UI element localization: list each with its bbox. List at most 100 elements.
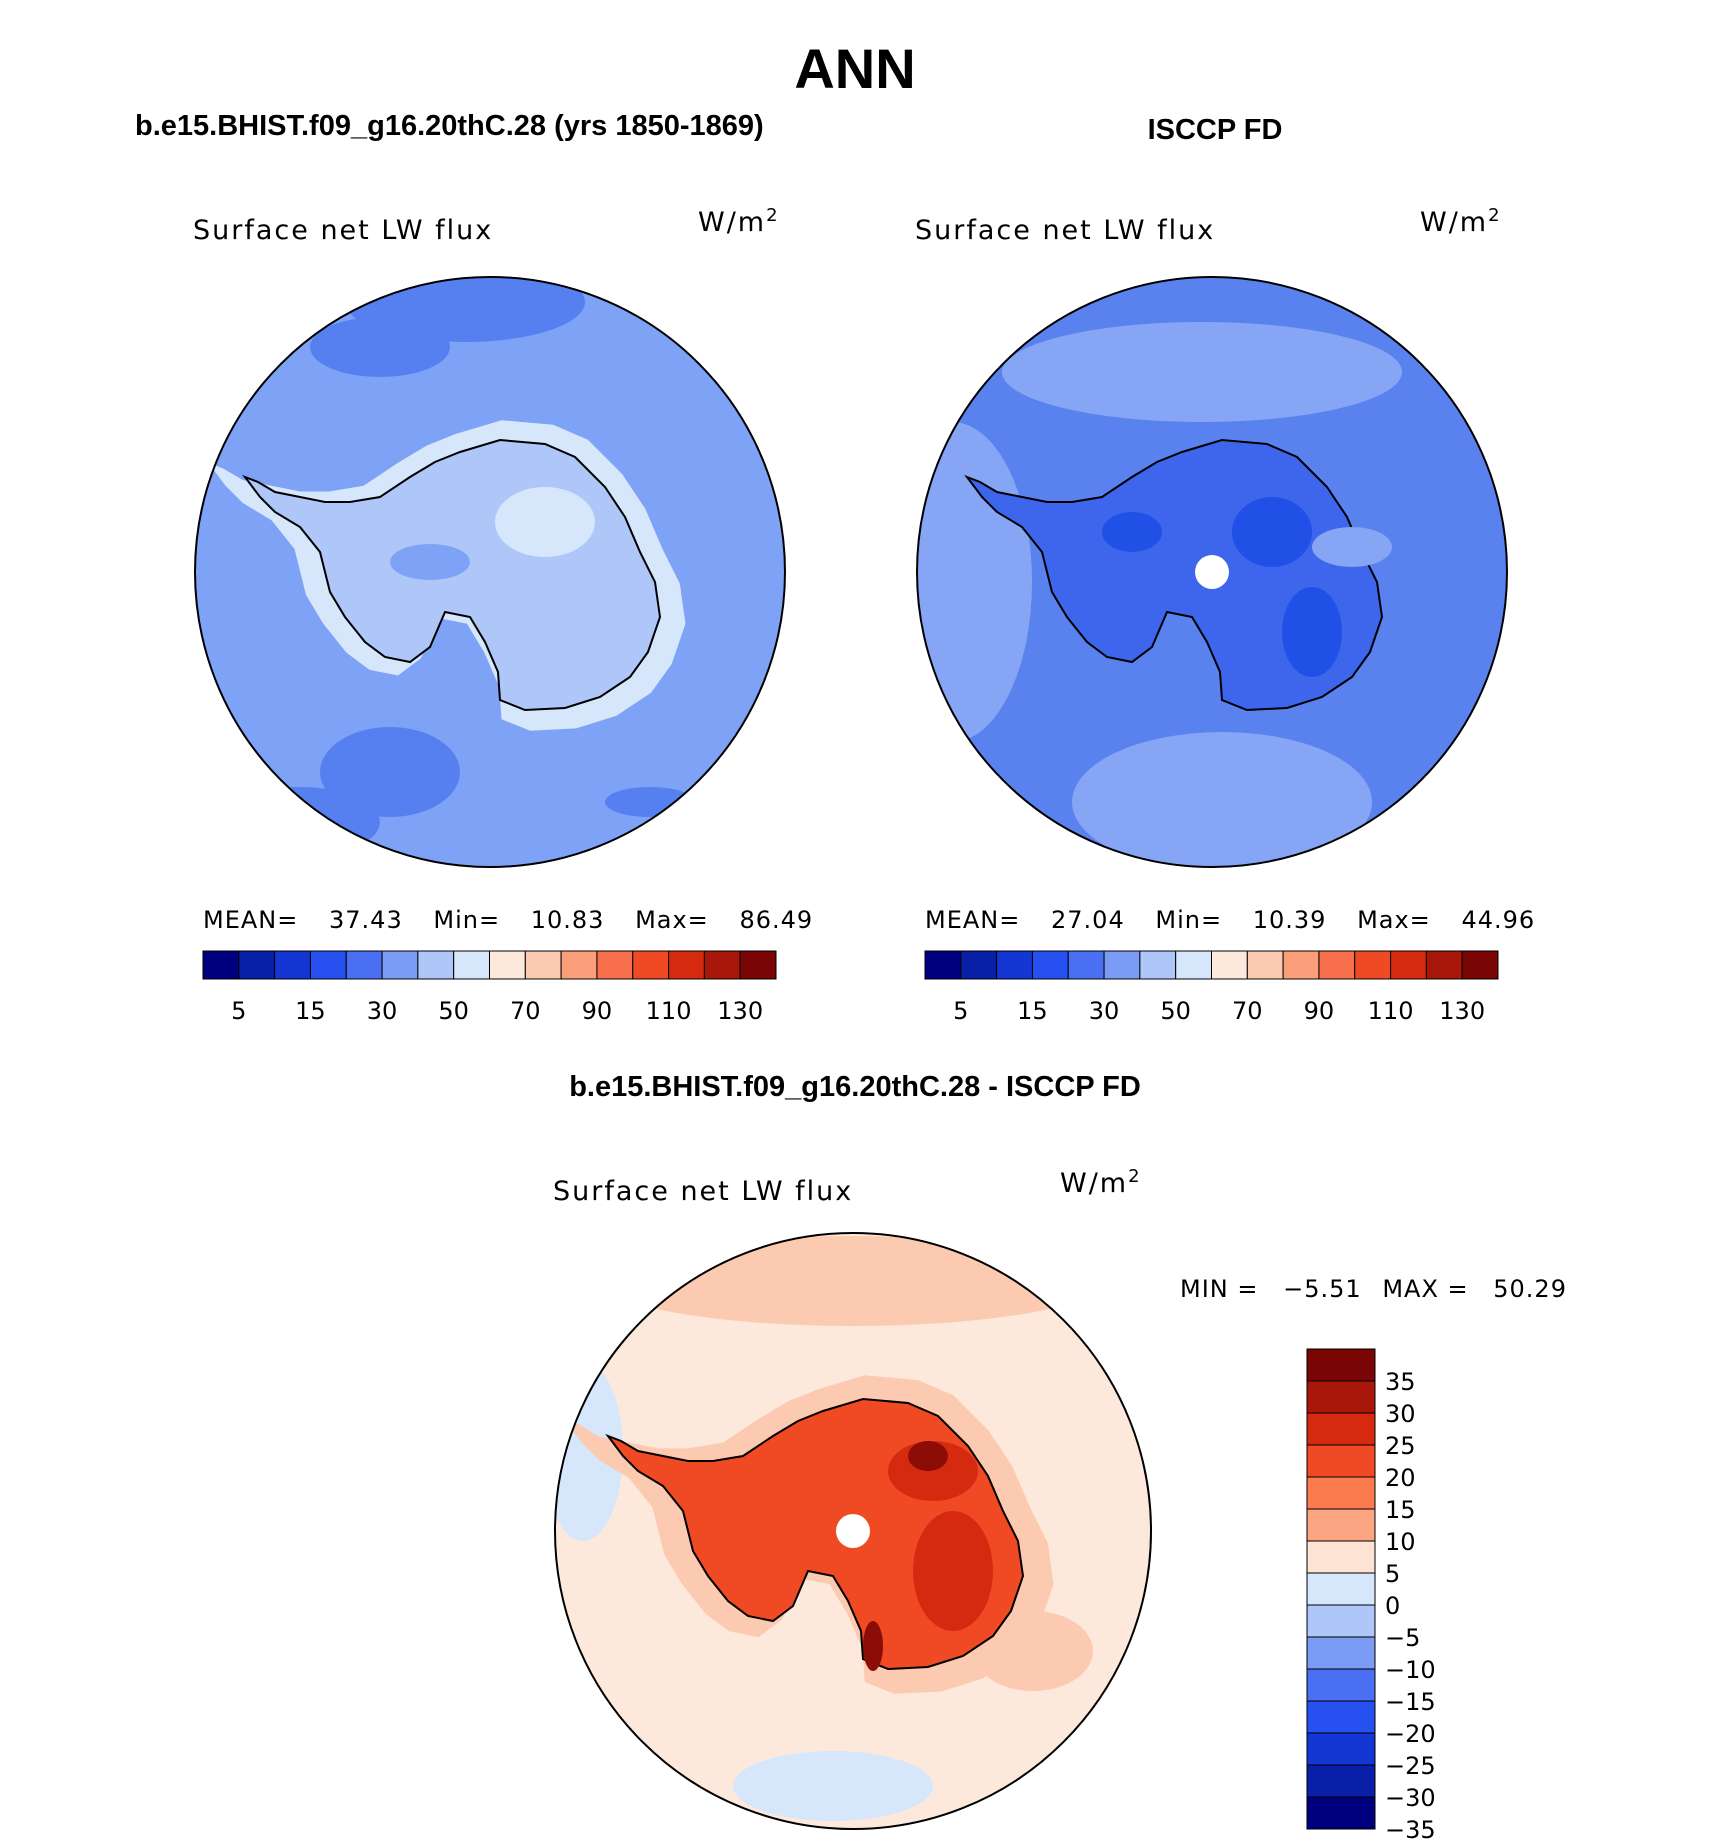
colorbar-swatch (1354, 950, 1392, 980)
diff-region (603, 1236, 1103, 1326)
colorbar-swatch (1306, 1636, 1376, 1670)
colorbar-swatch (996, 950, 1033, 980)
colorbar-swatch (668, 950, 705, 980)
page-title: ANN (794, 37, 916, 100)
colorbar-tick-label: −10 (1385, 1656, 1436, 1684)
colorbar-tick-label: 90 (582, 997, 613, 1025)
model-flux-region (390, 544, 470, 580)
colorbar-swatch (1306, 1668, 1376, 1702)
obs-colorbar: 5 15 30 50 70 90 110 130 (924, 950, 1499, 1025)
obs-units-label: W/m2 (1420, 205, 1502, 238)
colorbar-tick-label: 30 (1385, 1400, 1416, 1428)
colorbar-swatch (1306, 1796, 1376, 1830)
colorbar-tick-label: 110 (1368, 997, 1414, 1025)
colorbar-swatch (202, 950, 240, 980)
colorbar-swatch (1306, 1732, 1376, 1766)
colorbar-swatch (309, 950, 347, 980)
colorbar-tick-label: −5 (1385, 1624, 1420, 1652)
colorbar-tick-label: 90 (1304, 997, 1335, 1025)
diff-region (908, 1441, 948, 1471)
model-max-label: Max= (635, 906, 709, 934)
colorbar-swatch (345, 950, 383, 980)
colorbar-swatch (1306, 1348, 1376, 1382)
colorbar-tick-label: −35 (1385, 1816, 1436, 1840)
pole-hole (836, 1514, 870, 1548)
colorbar-tick-label: 15 (295, 997, 326, 1025)
colorbar-swatch (1306, 1700, 1376, 1734)
model-flux-region (495, 487, 595, 557)
obs-mean-label: MEAN= (925, 906, 1021, 934)
model-units-label: W/m2 (698, 205, 780, 238)
colorbar-swatch (1306, 1444, 1376, 1478)
model-mean-label: MEAN= (203, 906, 299, 934)
colorbar-swatch (417, 950, 455, 980)
colorbar-tick-label: 5 (1385, 1560, 1400, 1588)
colorbar-swatch (1175, 950, 1212, 980)
colorbar-swatch (1306, 1476, 1376, 1510)
model-variable-label: Surface net LW flux (193, 215, 494, 246)
colorbar-swatch (453, 950, 490, 980)
colorbar-swatch (274, 950, 311, 980)
colorbar-tick-label: 5 (953, 997, 968, 1025)
model-mean-value: 37.43 (329, 906, 403, 934)
diff-region (733, 1751, 933, 1821)
obs-polar-map (917, 277, 1507, 867)
diff-polar-map (555, 1233, 1151, 1829)
diff-units-exponent: 2 (1128, 1166, 1142, 1187)
colorbar-tick-label: 30 (1089, 997, 1120, 1025)
obs-mean-value: 27.04 (1051, 906, 1125, 934)
colorbar-tick-label: 130 (717, 997, 763, 1025)
colorbar-swatch (524, 950, 562, 980)
obs-units-exponent: 2 (1488, 205, 1502, 226)
diff-region (863, 1621, 883, 1671)
obs-flux-region (1072, 732, 1372, 867)
obs-max-label: Max= (1357, 906, 1431, 934)
diff-max-value: 50.29 (1493, 1275, 1567, 1303)
colorbar-tick-label: 10 (1385, 1528, 1416, 1556)
colorbar-swatch (1306, 1412, 1376, 1446)
colorbar-swatch (1318, 950, 1356, 980)
model-flux-region (605, 787, 695, 817)
diff-units-text: W/m (1060, 1168, 1129, 1199)
model-stats: MEAN= 37.43 Min= 10.83 Max= 86.49 (203, 906, 813, 934)
colorbar-swatch (560, 950, 598, 980)
colorbar-tick-label: 110 (646, 997, 692, 1025)
colorbar-swatch (1306, 1380, 1376, 1414)
colorbar-tick-label: −30 (1385, 1784, 1436, 1812)
diff-min-value: −5.51 (1283, 1275, 1362, 1303)
obs-flux-region (1312, 527, 1392, 567)
diff-min-label: MIN = (1180, 1275, 1259, 1303)
obs-flux-region (1282, 587, 1342, 677)
colorbar-tick-label: 15 (1385, 1496, 1416, 1524)
diff-panel-heading: b.e15.BHIST.f09_g16.20thC.28 - ISCCP FD (569, 1071, 1141, 1103)
colorbar-swatch (632, 950, 670, 980)
colorbar-tick-label: 70 (1232, 997, 1263, 1025)
obs-stats: MEAN= 27.04 Min= 10.39 Max= 44.96 (925, 906, 1535, 934)
model-min-value: 10.83 (530, 906, 605, 934)
obs-flux-region (917, 422, 1032, 742)
colorbar-swatch (1031, 950, 1069, 980)
colorbar-swatch (1103, 950, 1141, 980)
model-map-border (194, 276, 786, 868)
colorbar-tick-label: 0 (1385, 1592, 1400, 1620)
colorbar-swatch (1067, 950, 1105, 980)
model-max-value: 86.49 (739, 906, 814, 934)
colorbar-tick-label: −25 (1385, 1752, 1436, 1780)
colorbar-tick-label: 20 (1385, 1464, 1416, 1492)
colorbar-swatch (703, 950, 741, 980)
colorbar-swatch (1425, 950, 1463, 980)
colorbar-tick-label: 5 (231, 997, 246, 1025)
obs-map-border (916, 276, 1508, 868)
colorbar-tick-label: 130 (1439, 997, 1485, 1025)
model-colorbar: 5 15 30 50 70 90 110 130 (202, 950, 777, 1025)
obs-min-value: 10.39 (1252, 906, 1327, 934)
colorbar-tick-label: 35 (1385, 1368, 1416, 1396)
diff-max-label: MAX = (1382, 1275, 1469, 1303)
diff-colorbar: 35 30 25 20 15 10 5 0 −5 −10 −15 −20 −25 −30 −35 (1306, 1348, 1436, 1840)
colorbar-swatch (1306, 1604, 1376, 1638)
colorbar-swatch (1211, 950, 1248, 980)
colorbar-swatch (1306, 1508, 1376, 1542)
obs-min-label: Min= (1155, 906, 1223, 934)
obs-flux-region (1102, 512, 1162, 552)
obs-panel-heading: ISCCP FD (1147, 114, 1283, 146)
